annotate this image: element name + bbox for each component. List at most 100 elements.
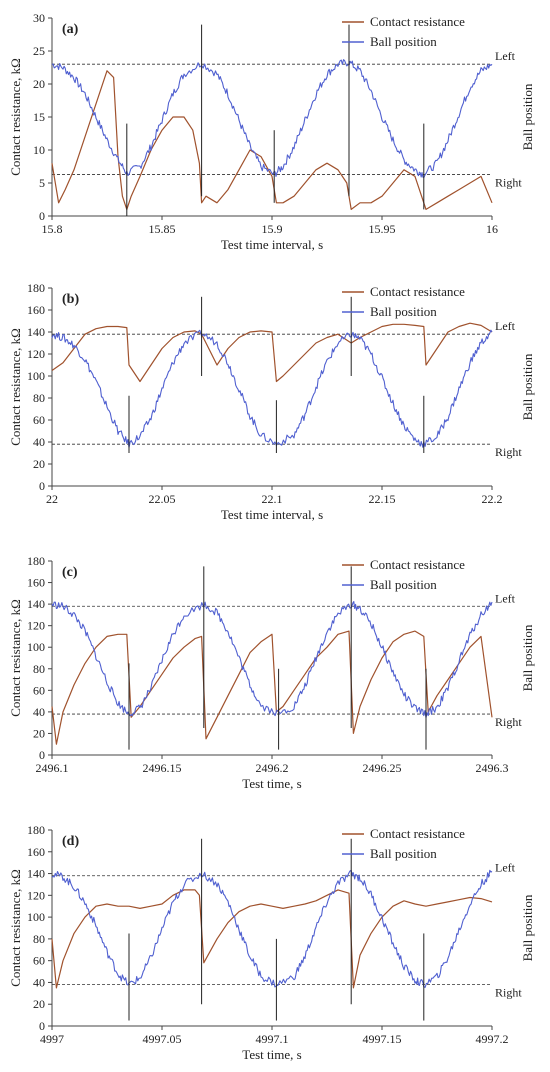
y-tick-label: 40 [33,975,45,989]
y-tick-label: 20 [33,997,45,1011]
chart-panel-a: 0 5 10 15 20 25 30 15.8 15.85 15.9 15.95 16 Test tim… [8,11,535,252]
x-tick-label: 2496.25 [363,761,402,775]
series-line-contact-resistance [51,630,493,745]
y-tick-label: 160 [27,303,45,317]
y-tick-label: 100 [27,910,45,924]
series-line-ball-position [51,869,493,988]
y-axis-label: Contact resistance, kΩ [8,58,23,176]
x-tick-label: 22.05 [149,492,176,506]
panel-label: (b) [62,292,79,307]
y-tick-label: 80 [33,391,45,405]
y-tick-label: 120 [27,347,45,361]
reference-label-left: Left [495,319,516,333]
x-tick-label: 22.2 [482,492,503,506]
x-tick-label: 4997.1 [256,1032,289,1046]
legend-label: Contact resistance [370,826,465,841]
chart-panel-d: 0 20 40 60 80 100 120 140 160 180 4997 4997.05 4997.… [8,823,535,1062]
x-axis-label: Test time, s [242,1047,301,1062]
y-tick-label: 80 [33,662,45,676]
reference-label-left: Left [495,861,516,875]
y-tick-label: 180 [27,281,45,295]
y-tick-label: 20 [33,726,45,740]
x-tick-label: 4997 [40,1032,64,1046]
series-line-contact-resistance [51,70,493,210]
y-tick-label: 60 [33,413,45,427]
reference-label-left: Left [495,591,516,605]
x-tick-label: 22 [46,492,58,506]
y-tick-label: 30 [33,11,45,25]
right-axis-label: Ball position [520,83,535,150]
y-tick-label: 60 [33,954,45,968]
y-tick-label: 0 [39,479,45,493]
y-tick-label: 0 [39,748,45,762]
y-tick-label: 140 [27,325,45,339]
right-axis-label: Ball position [520,894,535,961]
y-axis-label: Contact resistance, kΩ [8,328,23,446]
panel-label: (a) [62,22,79,37]
reference-label-right: Right [495,175,522,189]
legend-label: Ball position [370,304,437,319]
y-tick-label: 160 [27,845,45,859]
x-tick-label: 2496.3 [476,761,509,775]
reference-label-right: Right [495,715,522,729]
x-tick-label: 16 [486,222,498,236]
y-tick-label: 0 [39,1019,45,1033]
y-tick-label: 25 [33,44,45,58]
y-tick-label: 100 [27,640,45,654]
x-tick-label: 15.9 [262,222,283,236]
right-axis-label: Ball position [520,624,535,691]
y-tick-label: 15 [33,110,45,124]
chart-panel-b: 0 20 40 60 80 100 120 140 160 180 22 22.05 22.1 22.15… [8,281,535,522]
x-tick-label: 4997.2 [476,1032,509,1046]
panel-label: (c) [62,565,78,580]
y-tick-label: 0 [39,209,45,223]
x-tick-label: 15.95 [369,222,396,236]
y-axis-label: Contact resistance, kΩ [8,869,23,987]
legend-label: Ball position [370,34,437,49]
y-tick-label: 5 [39,176,45,190]
y-axis-label: Contact resistance, kΩ [8,599,23,717]
series-line-contact-resistance [51,889,493,989]
y-tick-label: 140 [27,597,45,611]
x-axis-label: Test time, s [242,776,301,791]
x-axis-label: Test time interval, s [221,507,323,522]
x-tick-label: 2496.15 [143,761,182,775]
reference-label-right: Right [495,445,522,459]
y-tick-label: 160 [27,576,45,590]
x-tick-label: 15.85 [149,222,176,236]
series-line-ball-position [51,329,493,449]
y-tick-label: 120 [27,619,45,633]
y-tick-label: 40 [33,435,45,449]
x-tick-label: 4997.15 [363,1032,402,1046]
legend-label: Ball position [370,846,437,861]
panel-label: (d) [62,834,79,849]
y-tick-label: 140 [27,867,45,881]
legend-label: Contact resistance [370,284,465,299]
reference-label-left: Left [495,49,516,63]
series-line-contact-resistance [51,322,493,383]
reference-label-right: Right [495,986,522,1000]
legend-label: Contact resistance [370,14,465,29]
y-tick-label: 60 [33,683,45,697]
y-tick-label: 40 [33,705,45,719]
right-axis-label: Ball position [520,353,535,420]
y-tick-label: 20 [33,77,45,91]
legend-label: Contact resistance [370,557,465,572]
x-tick-label: 4997.05 [143,1032,182,1046]
y-tick-label: 80 [33,932,45,946]
y-tick-label: 180 [27,554,45,568]
chart-panel-c: 0 20 40 60 80 100 120 140 160 180 2496.1 2496.15 249… [8,554,535,791]
y-tick-label: 180 [27,823,45,837]
x-axis-label: Test time interval, s [221,237,323,252]
x-tick-label: 2496.2 [256,761,289,775]
series-line-ball-position [51,59,493,179]
legend-label: Ball position [370,577,437,592]
y-tick-label: 20 [33,457,45,471]
y-tick-label: 100 [27,369,45,383]
y-tick-label: 120 [27,888,45,902]
x-tick-label: 22.1 [262,492,283,506]
x-tick-label: 15.8 [42,222,63,236]
y-tick-label: 10 [33,143,45,157]
x-tick-label: 2496.1 [36,761,69,775]
